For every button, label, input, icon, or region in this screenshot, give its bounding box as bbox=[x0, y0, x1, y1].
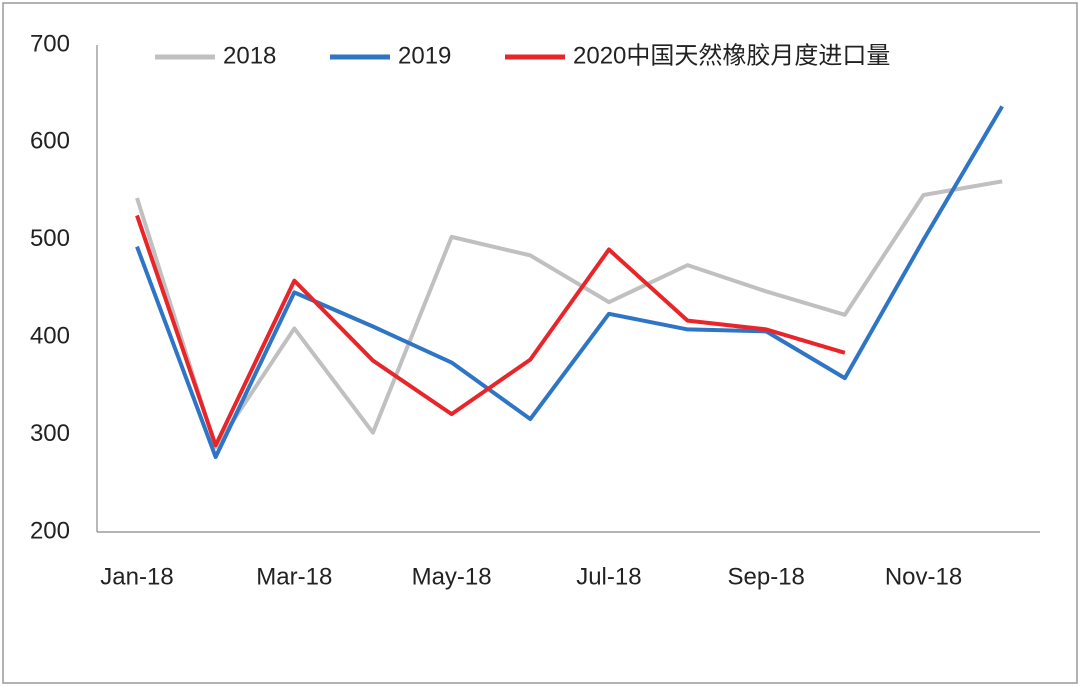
legend-label: 2018 bbox=[223, 42, 276, 69]
y-tick-label: 500 bbox=[30, 225, 70, 252]
y-tick-label: 200 bbox=[30, 517, 70, 544]
x-tick-label: Jan-18 bbox=[100, 563, 173, 590]
x-tick-label: Jul-18 bbox=[576, 563, 641, 590]
legend-label: 2019 bbox=[398, 42, 451, 69]
x-tick-label: May-18 bbox=[412, 563, 492, 590]
x-tick-label: Mar-18 bbox=[256, 563, 332, 590]
x-tick-label: Nov-18 bbox=[885, 563, 962, 590]
x-tick-label: Sep-18 bbox=[728, 563, 805, 590]
series-line bbox=[135, 214, 846, 448]
legend-label: 2020中国天然橡胶月度进口量 bbox=[573, 42, 890, 69]
series-line bbox=[135, 179, 1003, 450]
y-tick-label: 700 bbox=[30, 30, 70, 57]
y-tick-label: 300 bbox=[30, 420, 70, 447]
y-tick-label: 600 bbox=[30, 128, 70, 155]
y-tick-label: 400 bbox=[30, 323, 70, 350]
series-line bbox=[135, 105, 1004, 460]
